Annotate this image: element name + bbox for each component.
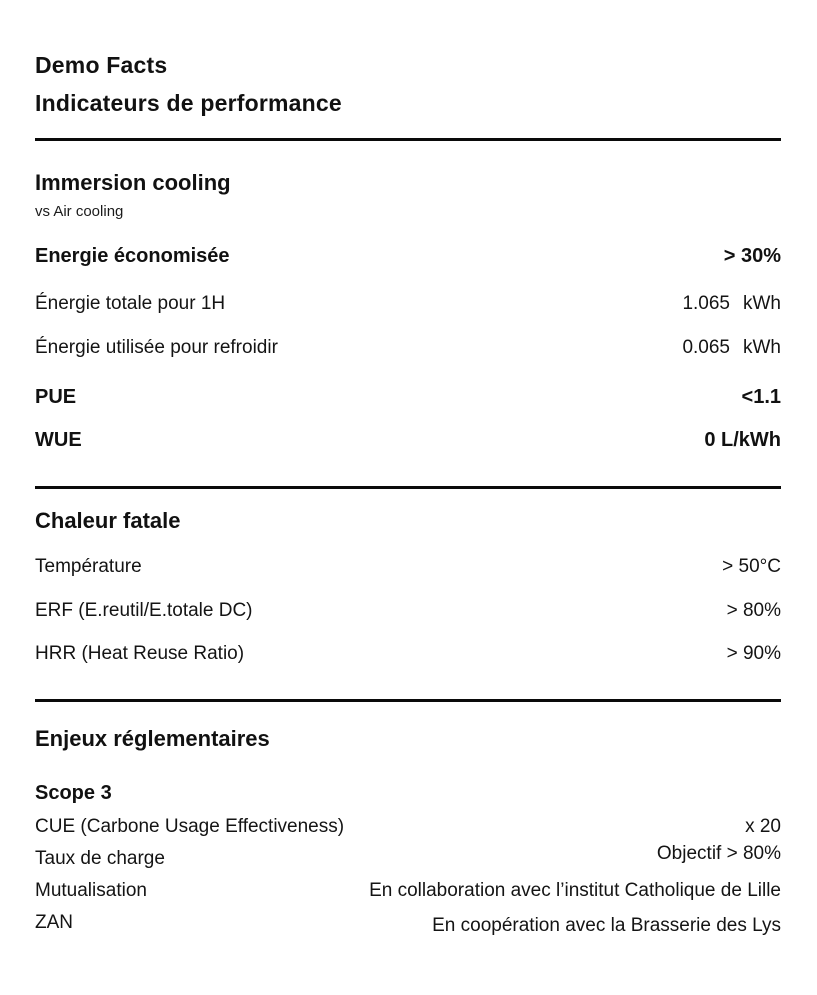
metric-value-number: <1.1 xyxy=(741,386,781,408)
metric-label: Température xyxy=(35,556,142,577)
metric-label: Energie économisée xyxy=(35,245,230,267)
metric-value: 1.065 kWh xyxy=(682,289,781,319)
metric-row: Température > 50°C xyxy=(35,552,781,582)
page-title: Demo Facts Indicateurs de performance xyxy=(35,46,781,122)
metric-label: Énergie totale pour 1H xyxy=(35,293,226,314)
divider xyxy=(35,486,781,489)
page-title-line-1: Demo Facts xyxy=(35,52,168,78)
metric-value: Objectif > 80% xyxy=(656,843,781,864)
metric-row: Mutualisation En collaboration avec l’in… xyxy=(35,875,781,907)
section-heading: Enjeux réglementaires xyxy=(35,726,270,751)
divider xyxy=(35,699,781,702)
metric-label: CUE (Carbone Usage Effectiveness) xyxy=(35,816,345,837)
section-subheading: Scope 3 xyxy=(35,782,112,804)
metric-value-number: 0.065 xyxy=(682,337,730,358)
metric-label: ZAN xyxy=(35,912,73,933)
metric-value: > 90% xyxy=(726,643,781,664)
metric-value: En collaboration avec l’institut Catholi… xyxy=(369,880,781,901)
divider xyxy=(35,138,781,141)
metric-row: ZAN En coopération avec la Brasserie des… xyxy=(35,907,781,939)
metric-label: Énergie utilisée pour refroidir xyxy=(35,337,278,358)
metric-value-unit: kWh xyxy=(743,337,781,358)
metric-value: 0 L/kWh xyxy=(704,425,781,455)
metric-value: <1.1 xyxy=(742,382,781,412)
metric-label: PUE xyxy=(35,386,77,408)
section-heading: Chaleur fatale xyxy=(35,508,181,533)
metric-value: > 80% xyxy=(726,600,781,621)
metric-label: ERF (E.reutil/E.totale DC) xyxy=(35,600,253,621)
metric-label: Mutualisation xyxy=(35,880,147,901)
metric-value: > 50°C xyxy=(722,556,781,577)
metric-row: WUE 0 L/kWh xyxy=(35,425,781,455)
section-enjeux-reglementaires: Enjeux réglementaires Scope 3 CUE (Carbo… xyxy=(35,724,781,939)
metric-value-unit: kWh xyxy=(743,293,781,314)
metric-row: Energie économisée > 30% xyxy=(35,241,781,271)
metric-value: > 30% xyxy=(724,241,781,271)
section-chaleur-fatale: Chaleur fatale Température > 50°C ERF (E… xyxy=(35,506,781,669)
section-heading: Immersion cooling xyxy=(35,170,231,195)
metric-value: En coopération avec la Brasserie des Lys xyxy=(432,915,781,936)
metric-value-number: 0 L/kWh xyxy=(704,429,781,451)
metric-row: ERF (E.reutil/E.totale DC) > 80% xyxy=(35,596,781,626)
metric-row: CUE (Carbone Usage Effectiveness) x 20 xyxy=(35,811,781,843)
section-immersion-cooling: Immersion cooling vs Air cooling Energie… xyxy=(35,168,781,455)
metric-row: HRR (Heat Reuse Ratio) > 90% xyxy=(35,639,781,669)
metric-value-number: 1.065 xyxy=(682,293,730,314)
metric-label: Taux de charge xyxy=(35,848,165,869)
page-title-line-2: Indicateurs de performance xyxy=(35,90,342,116)
metric-row: Énergie utilisée pour refroidir 0.065 kWh xyxy=(35,333,781,363)
metric-value-number: > 30% xyxy=(723,245,781,267)
section-subheading: vs Air cooling xyxy=(35,203,124,220)
metric-row: Énergie totale pour 1H 1.065 kWh xyxy=(35,289,781,319)
metric-value: 0.065 kWh xyxy=(682,333,781,363)
metric-value: x 20 xyxy=(745,816,781,837)
metric-label: HRR (Heat Reuse Ratio) xyxy=(35,643,245,664)
metric-row: Taux de charge Objectif > 80% xyxy=(35,843,781,875)
metric-label: WUE xyxy=(35,429,82,451)
metric-row: PUE <1.1 xyxy=(35,382,781,412)
